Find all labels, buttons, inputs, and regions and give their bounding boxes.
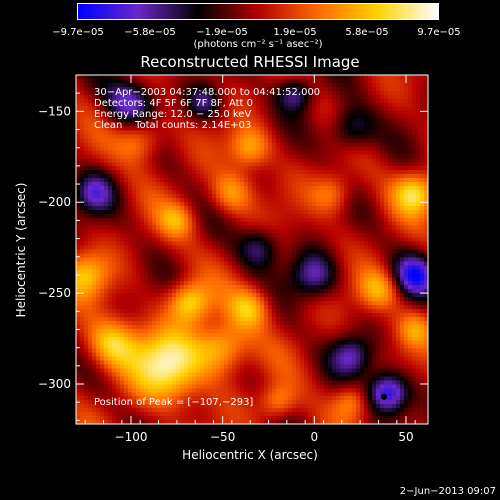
annotation-energy-range: Energy Range: 12.0 − 25.0 keV [94, 109, 252, 120]
chart-title: Reconstructed RHESSI Image [140, 53, 360, 71]
x-axis-label: Heliocentric X (arcsec) [182, 448, 318, 462]
annotation-method-counts: Clean Total counts: 2.14E+03 [94, 120, 252, 131]
y-tick-label: −250 [38, 286, 71, 300]
annotation-time-range: 30−Apr−2003 04:37:48.000 to 04:41:52.000 [94, 87, 321, 98]
colorbar-tick-label: 1.9e−05 [273, 27, 317, 38]
plot-area: −100 −50 0 50 −150 −200 −250 −300 30−Apr−2003 0… [38, 74, 429, 444]
plot-axes: −100 −50 0 50 −150 −200 −250 −300 [38, 74, 429, 444]
plot-frame [75, 74, 429, 425]
colorbar [77, 3, 439, 20]
colorbar-tick-label: 5.8e−05 [345, 27, 389, 38]
x-tick-label: −100 [115, 430, 148, 444]
y-tick-label: −150 [38, 104, 71, 118]
x-tick-label: −50 [210, 430, 235, 444]
colorbar-tick-label: −5.8e−05 [124, 27, 176, 38]
heatmap-image [76, 75, 428, 424]
x-tick-label: 50 [398, 430, 413, 444]
annotation-peak-position: Position of Peak = [−107,−293] [94, 397, 254, 408]
peak-marker [381, 393, 387, 400]
y-tick-label: −200 [38, 195, 71, 209]
y-axis-label: Heliocentric Y (arcsec) [14, 182, 28, 318]
x-tick-label: 0 [311, 430, 319, 444]
plot-date-stamp: 2−Jun−2013 09:07 [399, 486, 496, 497]
annotation-detectors: Detectors: 4F 5F 6F 7F 8F, Att 0 [94, 98, 254, 109]
y-tick-label: −300 [38, 377, 71, 391]
colorbar-tick-label: 9.7e−05 [417, 27, 461, 38]
colorbar-tick-label: −9.7e−05 [52, 27, 104, 38]
colorbar-gradient [78, 4, 438, 19]
colorbar-unit-label: (photons cm⁻² s⁻¹ asec⁻²) [193, 39, 323, 50]
colorbar-tick-label: −1.9e−05 [196, 27, 248, 38]
